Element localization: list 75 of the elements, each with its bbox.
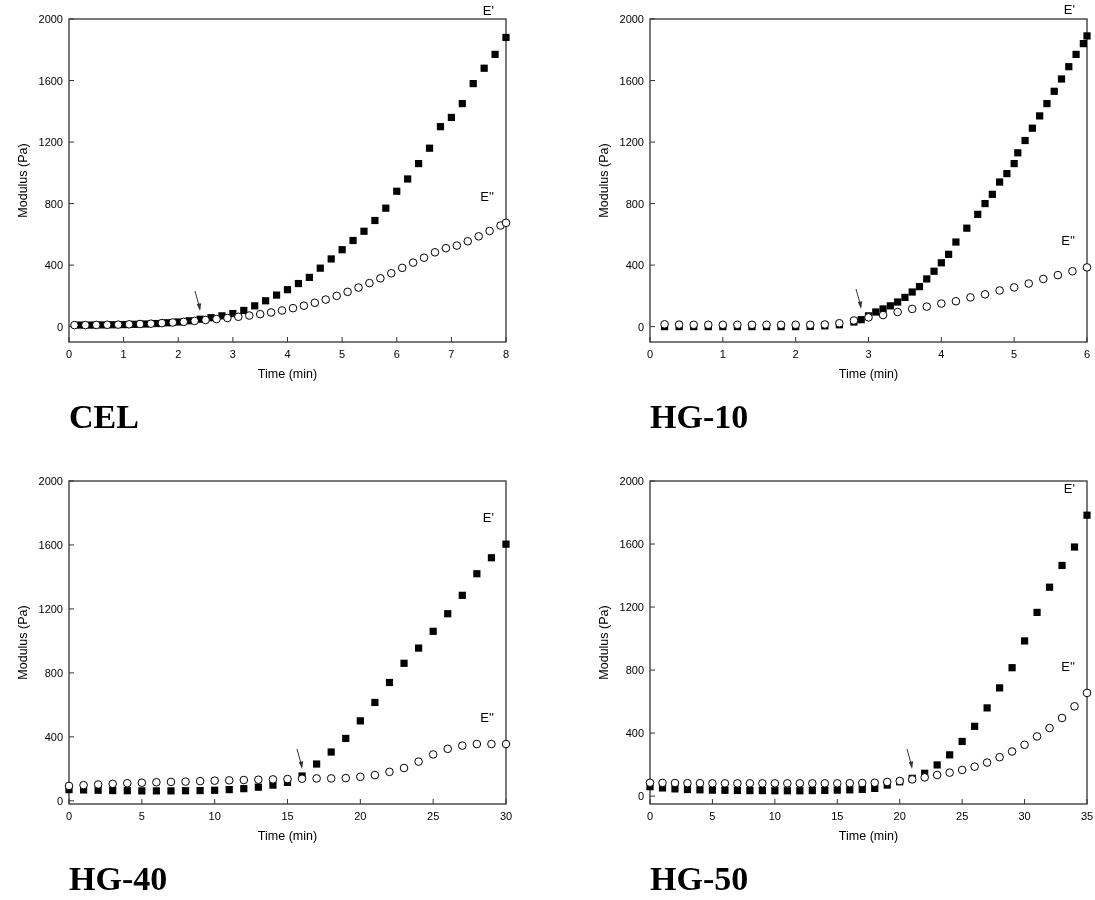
y-axis-title: Modulus (Pa) [16, 143, 30, 218]
x-axis-title: Time (min) [838, 829, 899, 843]
text: HG-40 [69, 860, 168, 897]
x-axis-title: Time (min) [838, 367, 899, 381]
y-tick-label: 1200 [619, 601, 644, 614]
y-tick-label: 400 [44, 730, 63, 743]
y-axis-title: Modulus (Pa) [597, 605, 611, 680]
x-tick-label: 3 [229, 348, 236, 360]
y-axis-title: Modulus (Pa) [597, 143, 611, 218]
x-tick-label: 5 [1011, 348, 1018, 360]
y-tick-label: 2000 [619, 13, 644, 25]
x-tick-label: 1 [719, 348, 726, 360]
x-tick-label: 5 [339, 348, 346, 360]
x-tick-label: 2 [175, 348, 182, 360]
y-axis-title: Modulus (Pa) [16, 605, 30, 680]
y-tick-label: 2000 [619, 475, 644, 487]
y-tick-label: 1600 [619, 538, 644, 551]
series-label: E'' [1061, 233, 1075, 249]
series-label: E'' [480, 710, 494, 726]
x-tick-label: 25 [956, 810, 969, 822]
x-tick-label: 15 [281, 810, 294, 822]
x-tick-label: 5 [138, 810, 145, 822]
x-tick-label: 8 [502, 348, 510, 360]
x-axis-title: Time (min) [257, 367, 318, 381]
series-label: E'' [480, 188, 494, 204]
x-tick-label: 25 [427, 810, 440, 822]
y-tick-label: 400 [625, 727, 644, 740]
x-tick-label: 1 [120, 348, 127, 360]
x-tick-label: 6 [1083, 348, 1091, 360]
series-label: E' [1063, 481, 1075, 497]
x-tick-label: 10 [208, 810, 221, 822]
y-tick-label: 0 [56, 794, 63, 807]
y-tick-label: 1600 [38, 74, 63, 87]
x-tick-label: 4 [938, 348, 945, 360]
text: HG-10 [650, 398, 749, 435]
x-tick-label: 6 [393, 348, 400, 360]
x-tick-label: 10 [768, 810, 781, 822]
y-tick-label: 400 [625, 259, 644, 272]
y-tick-label: 0 [56, 320, 63, 333]
x-tick-label: 0 [65, 348, 73, 360]
x-tick-label: 7 [448, 348, 455, 360]
text: CEL [69, 398, 139, 435]
y-tick-label: 800 [625, 664, 644, 677]
x-tick-label: 20 [354, 810, 367, 822]
y-tick-label: 800 [625, 197, 644, 210]
y-tick-label: 2000 [38, 475, 63, 487]
x-tick-label: 2 [792, 348, 799, 360]
series-label: E'' [1061, 658, 1075, 674]
x-tick-label: 0 [646, 348, 654, 360]
x-tick-label: 30 [499, 810, 513, 822]
x-tick-label: 4 [284, 348, 291, 360]
y-tick-label: 1200 [38, 136, 63, 149]
y-tick-label: 800 [44, 197, 63, 210]
x-tick-label: 5 [709, 810, 716, 822]
y-tick-label: 1200 [619, 136, 644, 149]
y-tick-label: 800 [44, 666, 63, 679]
y-tick-label: 1600 [38, 538, 63, 551]
series-label: E' [482, 510, 494, 526]
x-tick-label: 20 [893, 810, 906, 822]
y-tick-label: 400 [44, 259, 63, 272]
x-tick-label: 3 [865, 348, 872, 360]
series-label: E' [482, 3, 494, 19]
text: HG-50 [650, 860, 749, 897]
x-tick-label: 0 [65, 810, 73, 822]
y-tick-label: 1200 [38, 602, 63, 615]
x-tick-label: 35 [1080, 810, 1094, 822]
x-tick-label: 30 [1018, 810, 1031, 822]
y-tick-label: 0 [637, 790, 644, 803]
y-tick-label: 1600 [619, 74, 644, 87]
series-label: E' [1063, 1, 1075, 17]
x-tick-label: 15 [831, 810, 844, 822]
y-tick-label: 2000 [38, 13, 63, 25]
y-tick-label: 0 [637, 320, 644, 333]
x-tick-label: 0 [646, 810, 654, 822]
x-axis-title: Time (min) [257, 829, 318, 843]
